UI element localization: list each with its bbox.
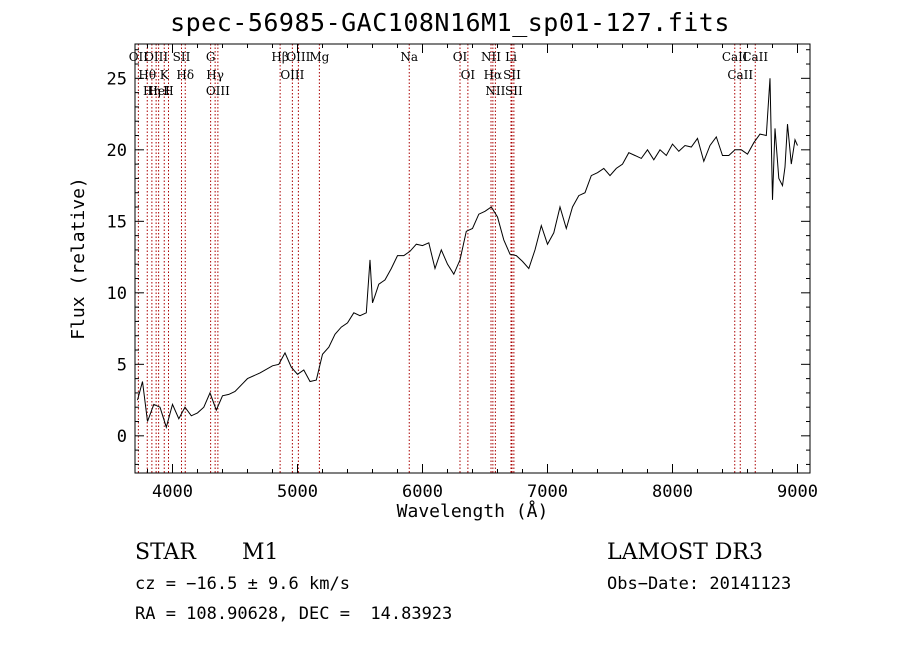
line-label: Hη: [143, 84, 161, 98]
line-label: OI: [461, 68, 476, 82]
line-label: Hδ: [176, 68, 194, 82]
chart-title: spec-56985-GAC108N16M1_sp01-127.fits: [170, 8, 730, 37]
x-tick-label: 8000: [652, 482, 693, 502]
line-label: CaII: [727, 68, 753, 82]
object-class: STAR: [135, 540, 196, 565]
object-subclass: M1: [242, 540, 279, 565]
line-label: CaII: [722, 50, 748, 64]
line-label: HeI: [147, 84, 170, 98]
line-label: SII: [173, 50, 191, 64]
line-label: SII: [505, 84, 523, 98]
y-tick-label: 15: [107, 212, 127, 232]
spectrum-line: [137, 78, 798, 429]
x-tick-label: 6000: [402, 482, 443, 502]
survey-name: LAMOST DR3: [607, 540, 763, 565]
line-label: H: [163, 84, 173, 98]
line-label: NII: [485, 84, 505, 98]
line-label: Hα: [484, 68, 503, 82]
line-label: Hβ: [271, 50, 288, 64]
line-label: OI: [453, 50, 468, 64]
line-label: OII: [129, 50, 149, 64]
line-label: G: [206, 50, 216, 64]
coordinates: RA = 108.90628, DEC = 14.83923: [135, 604, 453, 624]
line-label: Na: [400, 50, 418, 64]
observation-date: Obs−Date: 20141123: [607, 574, 792, 594]
line-label: NII: [481, 50, 501, 64]
line-label: Hγ: [206, 68, 224, 82]
line-label: Hθ: [138, 68, 156, 82]
line-label: Li: [505, 50, 517, 64]
line-label: Mg: [309, 50, 329, 64]
x-tick-label: 5000: [277, 482, 318, 502]
y-tick-label: 10: [107, 284, 127, 304]
line-label: OIII: [280, 68, 304, 82]
y-tick-label: 25: [107, 69, 127, 89]
x-tick-label: 4000: [152, 482, 193, 502]
y-axis-label: Flux (relative): [68, 177, 89, 340]
y-tick-label: 5: [117, 355, 127, 375]
line-label: SII: [503, 68, 521, 82]
line-label: K: [160, 68, 170, 82]
x-tick-label: 7000: [527, 482, 568, 502]
redshift-velocity: cz = −16.5 ± 9.6 km/s: [135, 574, 350, 594]
y-tick-label: 0: [117, 427, 127, 447]
line-label: OIII: [286, 50, 310, 64]
y-tick-label: 20: [107, 141, 127, 161]
line-label: CaII: [742, 50, 768, 64]
plot-frame: [134, 43, 811, 474]
line-label: OIII: [144, 50, 168, 64]
line-label: OIII: [206, 84, 230, 98]
x-tick-label: 9000: [777, 482, 818, 502]
x-axis-label: Wavelength (Å): [397, 500, 549, 522]
